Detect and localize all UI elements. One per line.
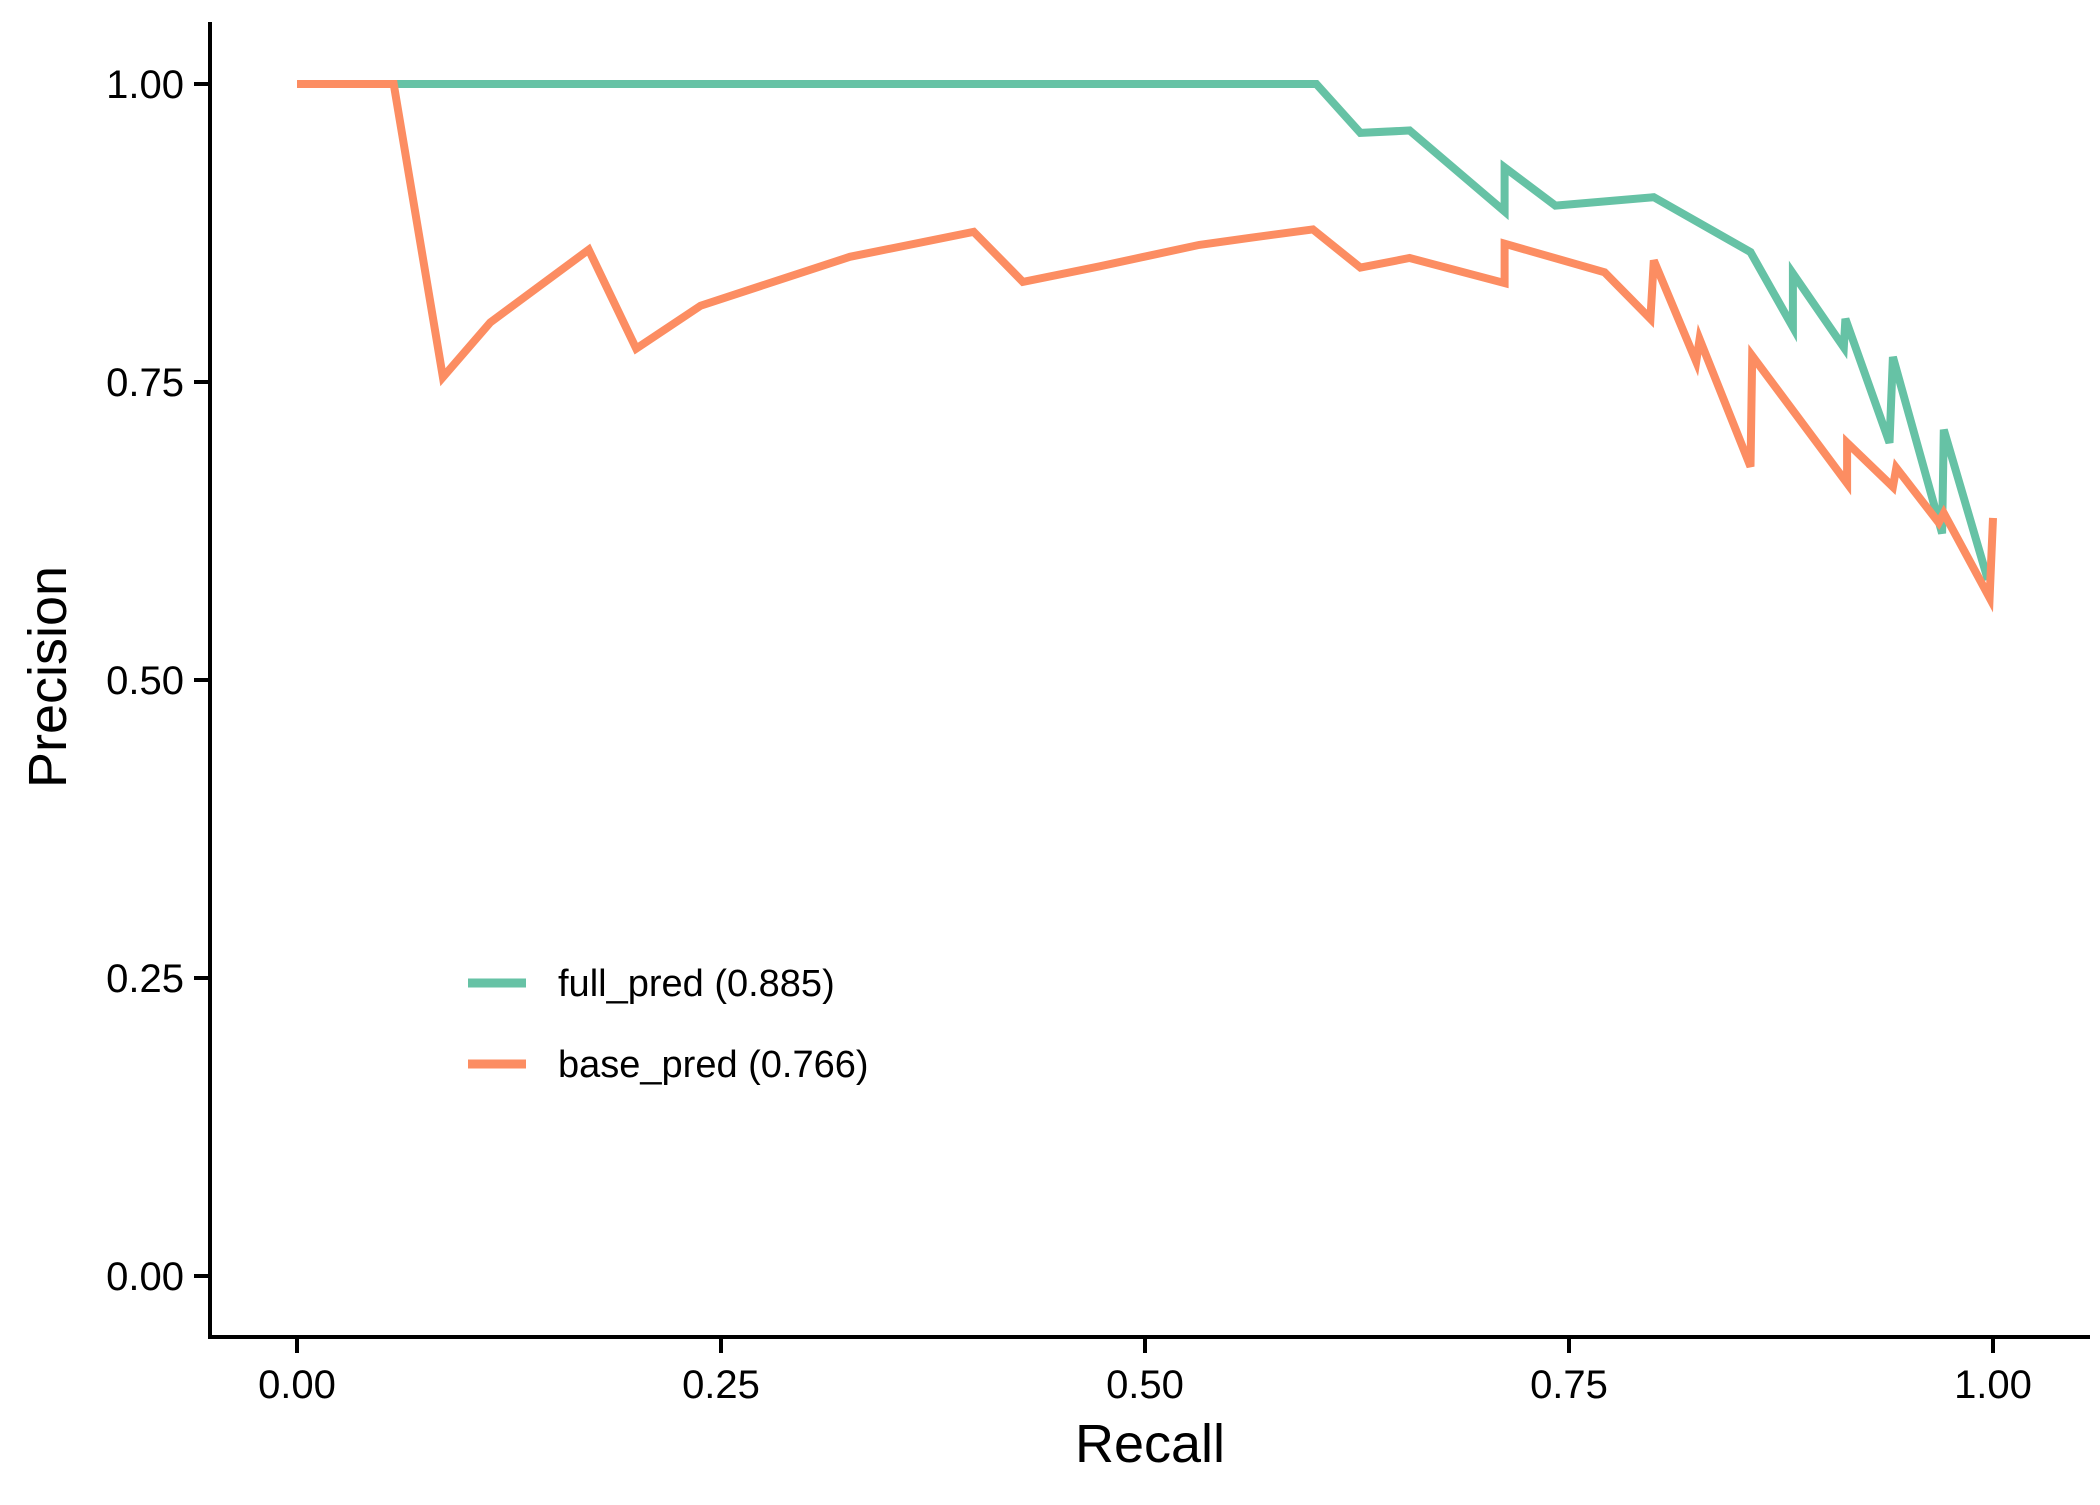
legend-label-base_pred: base_pred (0.766) xyxy=(558,1044,869,1086)
y-axis-tick-label: 0.25 xyxy=(106,957,184,1001)
x-axis-title: Recall xyxy=(1075,1414,1225,1474)
series-line-base_pred xyxy=(297,80,1997,613)
series-line-full_pred xyxy=(297,80,1992,582)
y-axis-tick-label: 0.00 xyxy=(106,1255,184,1299)
x-axis-tick-label: 1.00 xyxy=(1954,1363,2032,1407)
x-axis-tick-label: 0.00 xyxy=(258,1363,336,1407)
y-axis-title: Precision xyxy=(18,566,78,788)
y-axis-tick-label: 0.50 xyxy=(106,659,184,703)
legend-label-full_pred: full_pred (0.885) xyxy=(558,963,835,1005)
x-axis-tick-label: 0.75 xyxy=(1530,1363,1608,1407)
x-axis-tick-label: 0.50 xyxy=(1106,1363,1184,1407)
x-axis-tick-label: 0.25 xyxy=(682,1363,760,1407)
y-axis-tick-label: 1.00 xyxy=(106,63,184,107)
y-axis-tick-label: 0.75 xyxy=(106,361,184,405)
